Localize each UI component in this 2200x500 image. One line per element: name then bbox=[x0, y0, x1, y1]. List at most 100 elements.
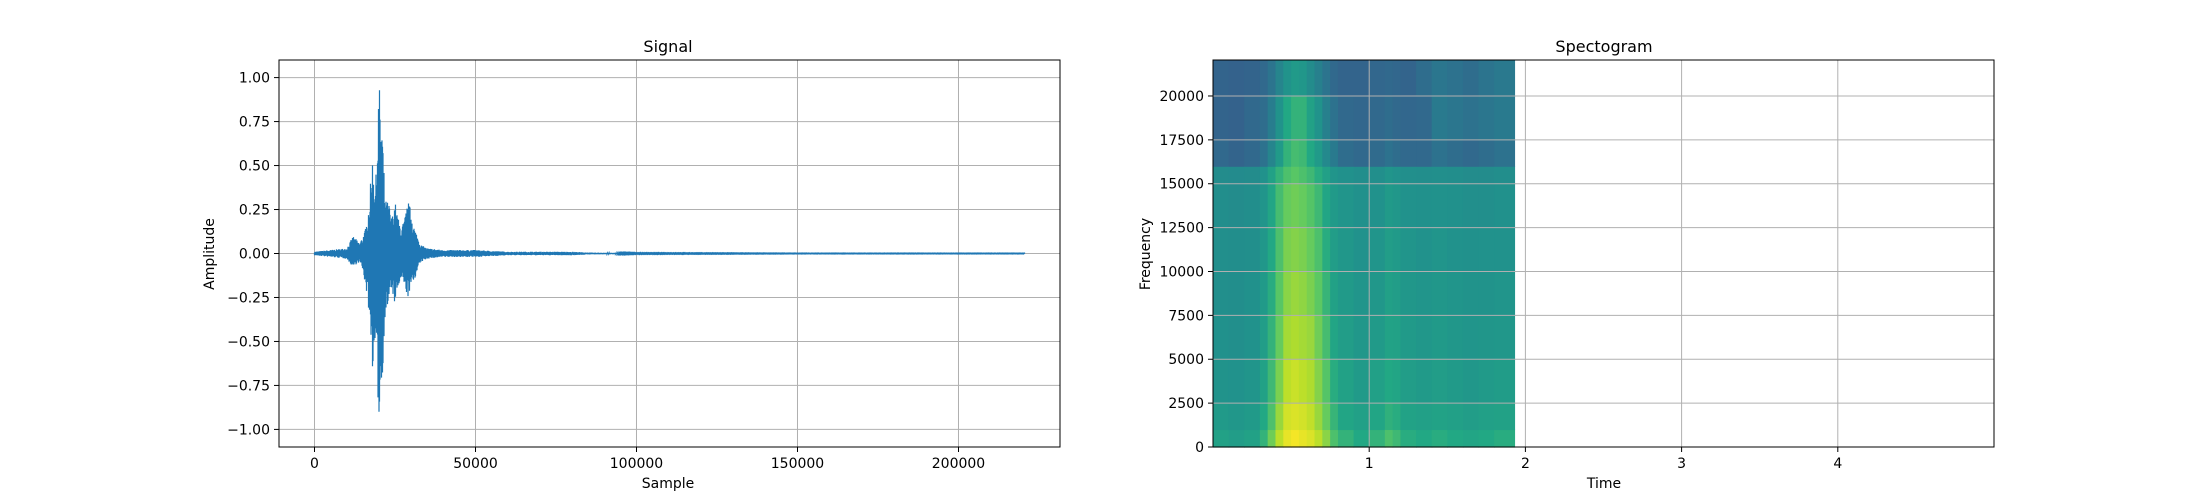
spectrogram-cell bbox=[1275, 139, 1284, 167]
spectrogram-cell bbox=[1353, 60, 1370, 97]
spectrogram-cell bbox=[1314, 183, 1323, 229]
spectrogram-cell bbox=[1369, 227, 1386, 273]
spectrogram-cell bbox=[1431, 271, 1448, 316]
spectrogram-cell bbox=[1416, 315, 1433, 360]
spectrogram-cell bbox=[1259, 227, 1269, 273]
spectrogram-y-tick-label: 5000 bbox=[1168, 352, 1204, 368]
spectrogram-cell bbox=[1447, 227, 1464, 273]
signal-x-tick-label: 100000 bbox=[610, 456, 663, 472]
spectrogram-cell bbox=[1228, 359, 1245, 404]
spectrogram-cell bbox=[1384, 60, 1394, 97]
spectrogram-cell bbox=[1337, 429, 1355, 448]
spectrogram-cell bbox=[1283, 271, 1292, 316]
spectrogram-cell bbox=[1431, 359, 1448, 404]
spectrogram-cell bbox=[1306, 166, 1316, 185]
spectrogram-cell bbox=[1330, 183, 1339, 229]
spectrogram-cell bbox=[1353, 359, 1370, 404]
spectrogram-cell bbox=[1384, 95, 1394, 141]
spectrogram-cell bbox=[1330, 95, 1339, 141]
spectrogram-cell bbox=[1306, 227, 1316, 273]
spectrogram-cell bbox=[1314, 315, 1323, 360]
spectrogram-cell bbox=[1337, 227, 1355, 273]
spectrogram-cell bbox=[1283, 183, 1292, 229]
spectrogram-cell bbox=[1447, 403, 1464, 431]
spectrogram-cell bbox=[1384, 429, 1394, 448]
spectrogram-cell bbox=[1330, 166, 1339, 185]
spectrogram-cell bbox=[1259, 166, 1269, 185]
signal-y-label: Amplitude bbox=[202, 218, 218, 290]
spectrogram-cell bbox=[1369, 60, 1386, 97]
signal-y-ticks: 1.00 0.75 0.50 0.25 0.00 −0.25 −0.50 −0.75 −1.00 bbox=[227, 71, 279, 438]
signal-x-tick-label: 150000 bbox=[771, 456, 824, 472]
spectrogram-cell bbox=[1298, 95, 1308, 141]
spectrogram-cell bbox=[1416, 227, 1433, 273]
spectrogram-cell bbox=[1275, 227, 1284, 273]
spectrogram-cell bbox=[1228, 429, 1245, 448]
spectrogram-cell bbox=[1314, 429, 1323, 448]
signal-x-ticks: 0 50000 100000 150000 200000 bbox=[310, 447, 985, 472]
spectrogram-cell bbox=[1384, 359, 1394, 404]
spectrogram-cell bbox=[1478, 315, 1495, 360]
spectrogram-cell bbox=[1416, 60, 1433, 97]
spectrogram-cell bbox=[1330, 429, 1339, 448]
spectrogram-cell bbox=[1298, 60, 1308, 97]
spectrogram-cell bbox=[1416, 429, 1433, 448]
spectrogram-cell bbox=[1322, 315, 1331, 360]
spectrogram-cell bbox=[1384, 139, 1394, 167]
spectrogram-panel: Spectogram 1 2 3 4 0 2500 5000 7500 10000 12500 1… bbox=[1138, 37, 1995, 492]
spectrogram-x-ticks: 1 2 3 4 bbox=[1365, 447, 1842, 472]
spectrogram-cell bbox=[1392, 95, 1402, 141]
spectrogram-cell bbox=[1384, 227, 1394, 273]
spectrogram-cell bbox=[1447, 315, 1464, 360]
spectrogram-cell bbox=[1494, 166, 1516, 185]
spectrogram-image bbox=[1213, 60, 1516, 448]
spectrogram-cell bbox=[1306, 359, 1316, 404]
spectrogram-cell bbox=[1228, 166, 1245, 185]
spectrogram-cell bbox=[1337, 403, 1355, 431]
spectrogram-cell bbox=[1462, 429, 1480, 448]
spectrogram-cell bbox=[1283, 95, 1292, 141]
spectrogram-cell bbox=[1462, 403, 1480, 431]
spectrogram-cell bbox=[1369, 429, 1386, 448]
spectrogram-cell bbox=[1392, 227, 1402, 273]
spectrogram-cell bbox=[1298, 183, 1308, 229]
spectrogram-cell bbox=[1400, 429, 1417, 448]
spectrogram-cell bbox=[1213, 183, 1230, 229]
spectrogram-cell bbox=[1494, 183, 1516, 229]
spectrogram-cell bbox=[1244, 315, 1261, 360]
spectrogram-cell bbox=[1259, 315, 1269, 360]
spectrogram-cell bbox=[1259, 271, 1269, 316]
spectrogram-cell bbox=[1244, 95, 1261, 141]
spectrogram-cell bbox=[1291, 403, 1300, 431]
spectrogram-cell bbox=[1400, 166, 1417, 185]
spectrogram-cell bbox=[1322, 271, 1331, 316]
spectrogram-cell bbox=[1306, 60, 1316, 97]
spectrogram-cell bbox=[1322, 227, 1331, 273]
spectrogram-cell bbox=[1306, 139, 1316, 167]
spectrogram-cell bbox=[1244, 429, 1261, 448]
spectrogram-axes-frame bbox=[1212, 59, 1995, 448]
spectrogram-cell bbox=[1369, 183, 1386, 229]
spectrogram-cell bbox=[1462, 95, 1480, 141]
spectrogram-cell bbox=[1291, 359, 1300, 404]
spectrogram-cell bbox=[1369, 95, 1386, 141]
spectrogram-cell bbox=[1494, 60, 1516, 97]
spectrogram-cell bbox=[1314, 139, 1323, 167]
spectrogram-cell bbox=[1369, 315, 1386, 360]
spectrogram-cell bbox=[1322, 95, 1331, 141]
spectrogram-cell bbox=[1416, 183, 1433, 229]
spectrogram-y-tick-label: 12500 bbox=[1159, 221, 1204, 237]
spectrogram-cell bbox=[1392, 271, 1402, 316]
spectrogram-x-tick-label: 1 bbox=[1365, 456, 1374, 472]
signal-panel: Signal 0 50000 100000 150000 200000 1.00 0.75… bbox=[202, 37, 1061, 492]
spectrogram-cell bbox=[1283, 60, 1292, 97]
spectrogram-y-tick-label: 15000 bbox=[1159, 177, 1204, 193]
spectrogram-cell bbox=[1462, 166, 1480, 185]
spectrogram-cell bbox=[1267, 429, 1277, 448]
spectrogram-cell bbox=[1416, 271, 1433, 316]
spectrogram-cell bbox=[1291, 271, 1300, 316]
spectrogram-cell bbox=[1400, 95, 1417, 141]
spectrogram-cell bbox=[1447, 271, 1464, 316]
spectrogram-cell bbox=[1306, 271, 1316, 316]
